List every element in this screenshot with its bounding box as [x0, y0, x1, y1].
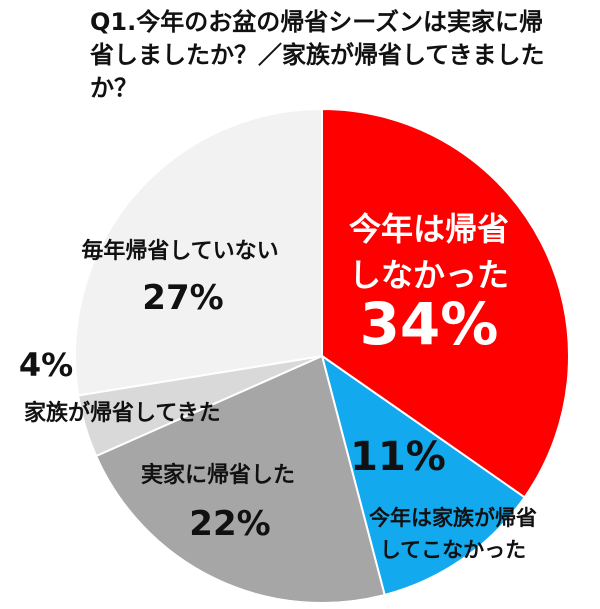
slice-percent-never-return: 27%: [142, 278, 223, 318]
slice-label-family-not-visited: してこなかった: [380, 538, 526, 562]
pie-slice-family-not-visited: [320, 353, 526, 597]
slice-percent-visited-parents: 22%: [189, 504, 270, 544]
slice-label-visited-parents: 実家に帰省した: [141, 462, 295, 488]
pie-slice-visited-parents: [94, 354, 386, 604]
slice-percent-family-not-visited: 11%: [350, 434, 446, 480]
slice-percent-family-visited: 4%: [19, 346, 73, 384]
slice-label-family-visited: 家族が帰省してきた: [24, 400, 221, 426]
slice-percent-not-returned: 34%: [360, 290, 499, 358]
chart-title: Q1.今年のお盆の帰省シーズンは実家に帰省しましたか？／家族が帰省してきましたか…: [90, 8, 545, 102]
pie-slice-not-returned: [321, 107, 570, 499]
slice-label-not-returned: 今年は帰省: [349, 210, 509, 248]
slice-label-never-return: 毎年帰省していない: [81, 238, 278, 264]
slice-label-family-not-visited: 今年は家族が帰省: [369, 506, 537, 530]
slice-label-not-returned: しなかった: [349, 256, 509, 294]
pie-slice-never-return: [74, 107, 323, 397]
